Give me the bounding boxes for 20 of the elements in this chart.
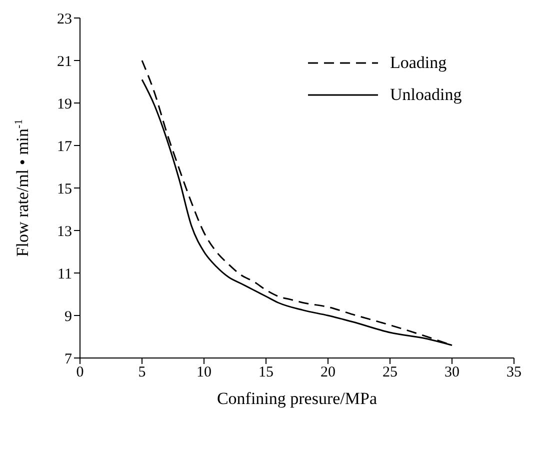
x-tick-label: 35 <box>506 364 522 381</box>
y-tick-label: 17 <box>57 138 72 155</box>
y-tick-label: 23 <box>57 11 72 28</box>
y-tick-label: 19 <box>57 96 72 112</box>
legend-label: Unloading <box>390 85 462 105</box>
y-tick-label: 21 <box>57 54 72 70</box>
x-tick-label: 25 <box>382 364 398 381</box>
x-tick-label: 30 <box>444 364 460 381</box>
legend-label: Loading <box>390 53 447 73</box>
x-tick-label: 10 <box>196 364 212 381</box>
y-tick-label: 9 <box>64 308 72 325</box>
x-tick-label: 0 <box>76 364 84 381</box>
y-tick-label: 11 <box>58 266 72 282</box>
x-tick-label: 5 <box>138 364 146 381</box>
x-axis-title: Confining presure/MPa <box>216 389 378 408</box>
y-tick-label: 13 <box>57 224 72 240</box>
y-tick-label: 7 <box>64 351 72 368</box>
x-tick-label: 15 <box>258 364 274 381</box>
y-tick-label: 15 <box>57 181 72 198</box>
x-tick-label: 20 <box>320 364 336 381</box>
